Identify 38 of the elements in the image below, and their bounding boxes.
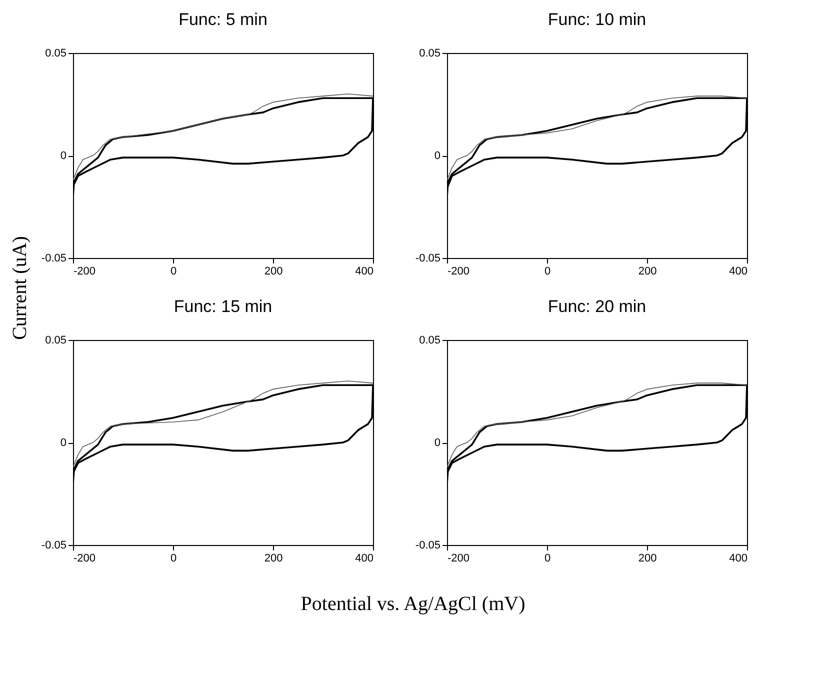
x-tick-label: 400 [729,266,748,278]
chart-title: Func: 5 min [178,10,268,29]
y-tick-label: 0.05 [45,48,66,60]
x-tick-label: 0 [170,552,177,564]
y-tick-label: -0.05 [415,540,440,552]
y-tick-label: 0 [60,437,66,449]
x-tick-label: 400 [355,552,374,564]
y-axis-title: Current (uA) [9,236,31,340]
line-series [447,96,747,180]
line-series [447,382,747,468]
x-tick-label: -200 [74,266,96,278]
x-tick-label: 0 [170,266,177,278]
x-tick-label: 200 [264,552,283,564]
chart-title: Func: 15 min [174,297,272,316]
y-tick-label: 0 [434,437,440,449]
x-tick-label: -200 [448,552,470,564]
x-tick-label: -200 [448,266,470,278]
line-series [73,380,373,468]
chart-title: Func: 10 min [548,10,646,29]
x-tick-label: 0 [544,552,551,564]
y-tick-label: 0 [60,150,66,162]
y-tick-label: 0 [434,150,440,162]
x-tick-label: 200 [638,266,657,278]
y-tick-label: 0.05 [419,48,440,60]
y-tick-label: -0.05 [41,540,66,552]
chart-title: Func: 20 min [548,297,646,316]
x-tick-label: 400 [729,552,748,564]
y-tick-label: -0.05 [415,252,440,264]
x-tick-label: 0 [544,266,551,278]
x-tick-label: 400 [355,266,374,278]
y-tick-label: 0.05 [419,334,440,346]
x-tick-label: 200 [264,266,283,278]
y-tick-label: 0.05 [45,334,66,346]
line-series [73,94,373,180]
x-axis-title: Potential vs. Ag/AgCl (mV) [300,593,526,615]
x-tick-label: -200 [74,552,96,564]
y-tick-label: -0.05 [41,252,66,264]
x-tick-label: 200 [638,552,657,564]
